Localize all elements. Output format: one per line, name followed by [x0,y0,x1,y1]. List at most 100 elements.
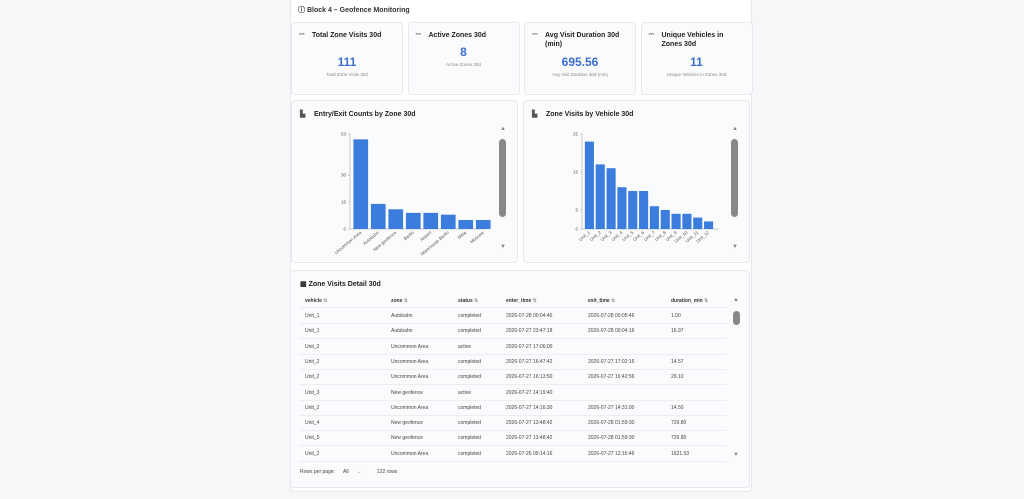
scroll-down[interactable]: ▼ [732,244,738,250]
table-cell: 1.00 [671,313,681,319]
y-tick-label: 0 [575,227,578,232]
table-cell: 2026-07-28 00:04:46 [506,313,553,319]
kpi-icon: ⎓ [648,31,655,38]
scroll-down[interactable]: ▼ [733,452,739,458]
bar [423,212,439,229]
table-cell: active [458,343,472,350]
kpi-title: Total Zone Visits 30d [312,32,382,39]
bar [649,206,659,229]
kpi-icon: ⎓ [532,31,538,38]
table-cell: 2026-07-27 12:15:46 [588,450,635,457]
table-cell: completed [458,328,482,335]
y-tick-label: 0 [343,227,346,232]
kpi-title: Avg Visit Duration 30d (min) [545,32,620,48]
row-line [299,414,727,416]
scrollbar[interactable] [731,139,738,217]
rows-per-page-select[interactable]: All [343,469,349,475]
table-cell: 16.97 [671,328,684,335]
row-line [299,338,727,340]
table-cell: 2026-07-27 13:48:42 [506,435,553,442]
table-card: ▦ Zone Visits Detail 30d Rows per page: … [290,270,750,488]
table-title: ▦ Zone Visits Detail 30d [300,281,381,288]
chart-icon: ▙ [532,111,538,118]
row-line [299,353,727,355]
column-header[interactable]: duration_min [671,298,708,304]
title-text: Block 4 – Geofence Monitoring [306,7,410,14]
column-header[interactable]: vehicle [305,298,328,304]
kpi-value: 11 [690,55,703,69]
scrollbar[interactable] [733,311,740,325]
table-cell: New geofence [391,420,423,427]
table-cell: 1621.53 [671,450,690,457]
table-cell: completed [458,374,482,381]
bar [660,210,670,229]
scroll-up[interactable]: ▲ [732,126,738,132]
x-tick-label: Berlin [403,230,415,242]
scrollbar[interactable] [499,139,506,217]
bar [584,141,594,229]
bar [405,212,421,229]
table-cell: Uncommon Area [391,374,429,381]
column-header[interactable]: exit_time [588,298,615,304]
bar [617,187,627,229]
row-line [299,445,727,447]
kpi-caption: Total Zone Visits 30d [326,72,368,77]
table-cell: 2026-07-27 17:02:16 [588,358,635,365]
row-line [299,460,727,462]
table-cell: 2026-07-28 01:59:30 [588,435,635,442]
table-cell: Unit_5 [305,435,320,442]
table-cell: Unit_2 [305,404,320,411]
table-cell: completed [458,420,482,427]
column-header[interactable]: enter_time [506,298,537,304]
table-cell: 2026-07-27 13:48:42 [506,420,553,427]
kpi-icon: ⎓ [415,31,422,38]
table-cell: 2026-07-27 16:13:50 [506,374,553,381]
column-header[interactable]: zone [391,298,408,304]
kpi-caption: Avg Visit Duration 30d (min) [552,72,608,77]
chart: 051525Unit_1Unit_2Unit_3Unit_4Unit_5Unit… [573,132,719,244]
bar [682,213,692,229]
table-cell: Uncommon Area [391,450,429,457]
kpi-title: Unique Vehicles in Zones 30d [661,32,724,48]
kpi-value: 695.56 [561,55,599,69]
block-title: ⓘ Block 4 – Geofence Monitoring [298,7,410,14]
y-tick-label: 15 [341,200,347,205]
bar [595,164,605,229]
table-cell: completed [458,313,482,319]
table-cell: Uncommon Area [391,358,429,365]
table-cell: 2026-07-27 23:47:18 [506,328,553,335]
table-cell: Unit_4 [305,420,320,427]
x-tick-label: Mitte [457,230,468,240]
table-cell: 729.80 [671,435,687,442]
scroll-up[interactable]: ▲ [733,297,739,303]
table-cell: 2026-07-28 00:05:46 [588,313,635,319]
row-count: 122 rows [377,469,398,475]
rows-per-page-label: Rows per page: [300,469,336,475]
chart-title: Zone Visits by Vehicle 30d [546,111,634,118]
bar [475,220,491,229]
scroll-down[interactable]: ▼ [500,244,506,250]
table-cell: 2026-07-28 01:59:30 [588,420,635,427]
table-cell: Autobahn [391,328,413,335]
table-cell: New geofence [391,435,423,442]
row-line [299,323,727,324]
bar [606,168,616,229]
column-header[interactable]: status [458,298,478,304]
table-cell: 2026-07-27 14:16:30 [506,404,553,411]
table-cell: active [458,389,472,396]
table-cell: Autobahn [391,313,413,319]
scroll-up[interactable]: ▲ [500,126,506,132]
kpi-title: Active Zones 30d [428,32,487,39]
table-cell: 2026-07-27 17:06:00 [506,343,553,350]
row-line [299,430,727,432]
bar [639,191,649,229]
bar [370,203,386,229]
table-cell: completed [458,450,482,457]
chart-card: Zone Visits by Vehicle 30d ▙ ▲ ▼ 0 5 15 25 Unit_… [523,100,750,263]
row-line [299,384,727,386]
table-cell: completed [458,404,482,411]
table-cell: completed [458,358,482,365]
row-line [299,399,727,401]
kpi-card: Unique Vehicles in Zones 30d ⎓ 11 Unique Ve… [640,22,753,95]
bar [628,191,638,229]
